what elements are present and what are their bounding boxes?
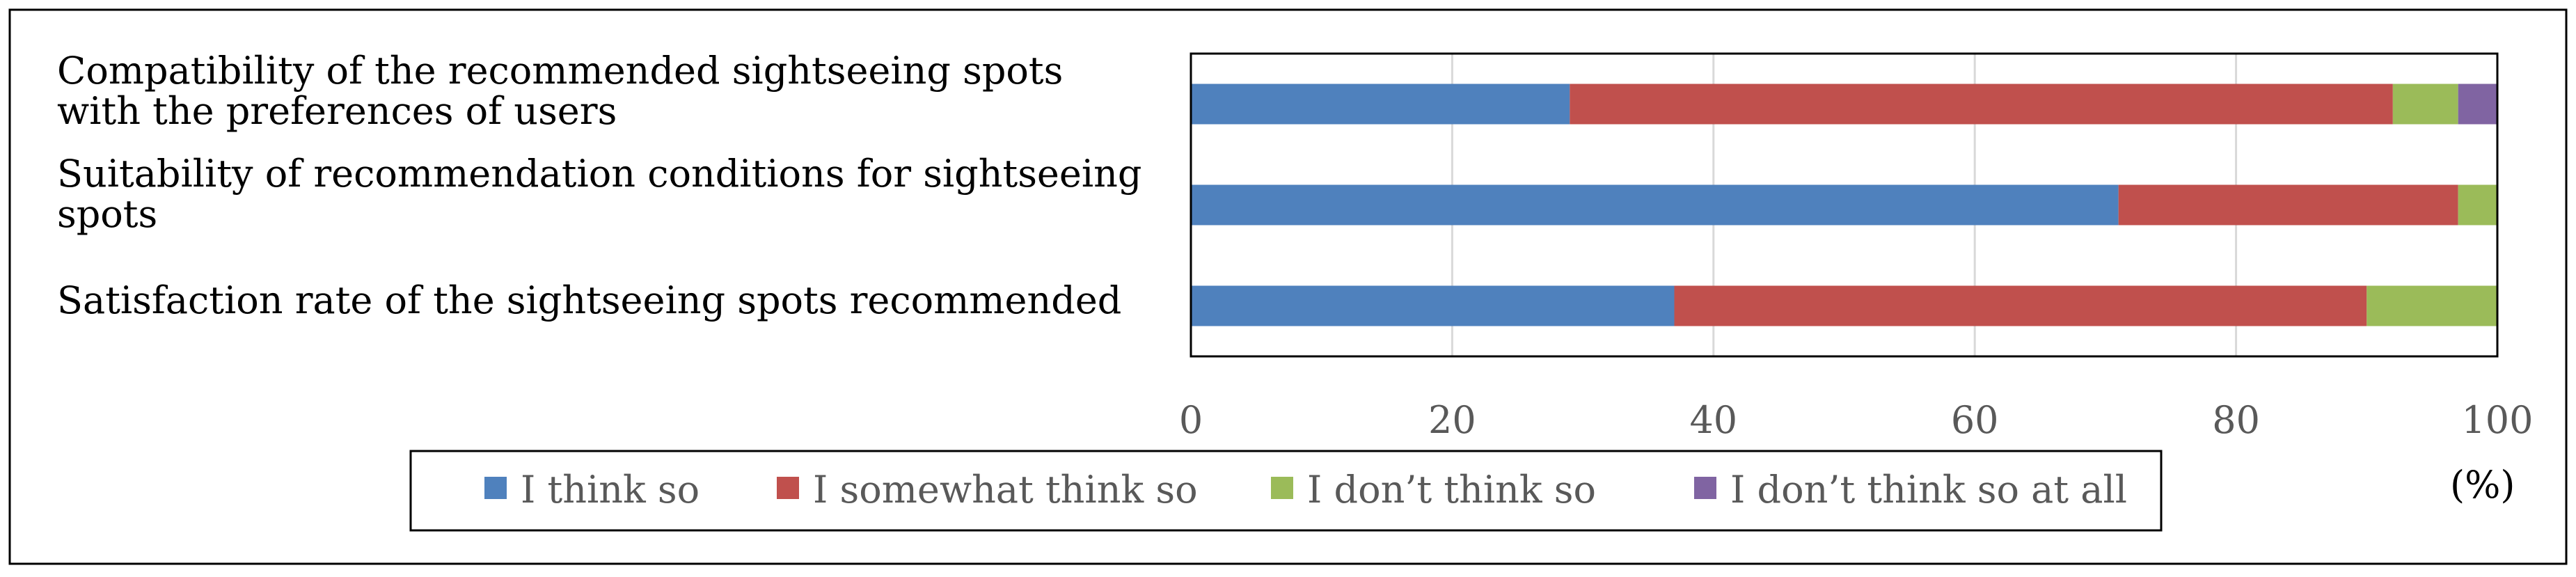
- category-label: Suitability of recommendation conditions…: [57, 152, 1141, 196]
- legend-label: I somewhat think so: [813, 468, 1198, 512]
- x-tick-labels: 0 20 40 60 80 100: [1179, 398, 2534, 442]
- category-label: Compatibility of the recommended sightse…: [57, 49, 1063, 93]
- category-label: with the preferences of users: [57, 89, 617, 133]
- legend-label: I don’t think so: [1307, 468, 1596, 512]
- legend-swatch: [1694, 477, 1716, 499]
- bar-segment: [1674, 285, 2367, 326]
- category-label: Satisfaction rate of the sightseeing spo…: [57, 278, 1121, 322]
- x-tick-label: 100: [2461, 398, 2533, 442]
- x-tick-label: 60: [1951, 398, 1999, 442]
- bar-segment: [2458, 184, 2497, 226]
- category-labels: Compatibility of the recommended sightse…: [57, 49, 1141, 322]
- bar-segment: [2366, 285, 2497, 326]
- bar-segment: [2458, 84, 2497, 125]
- bar-segment: [2392, 84, 2458, 125]
- bar-segment: [1191, 184, 2119, 226]
- legend-swatch: [777, 477, 799, 499]
- legend-label: I think so: [521, 468, 700, 512]
- x-tick-label: 80: [2212, 398, 2260, 442]
- legend-label: I don’t think so at all: [1730, 468, 2127, 512]
- bar-segment: [2118, 184, 2458, 226]
- x-tick-label: 40: [1689, 398, 1737, 442]
- bar-segment: [1191, 84, 1570, 125]
- legend-swatch: [484, 477, 507, 499]
- unit-label: (%): [2450, 463, 2515, 507]
- bars: [1191, 84, 2497, 326]
- plot-area-border: [1190, 52, 2499, 358]
- x-tick-label: 20: [1428, 398, 1476, 442]
- x-tick-label: 0: [1179, 398, 1203, 442]
- bar-segment: [1570, 84, 2393, 125]
- legend: I think so I somewhat think so I don’t thi…: [484, 468, 2127, 512]
- bar-segment: [1191, 285, 1675, 326]
- category-label: spots: [57, 192, 157, 236]
- legend-swatch: [1271, 477, 1293, 499]
